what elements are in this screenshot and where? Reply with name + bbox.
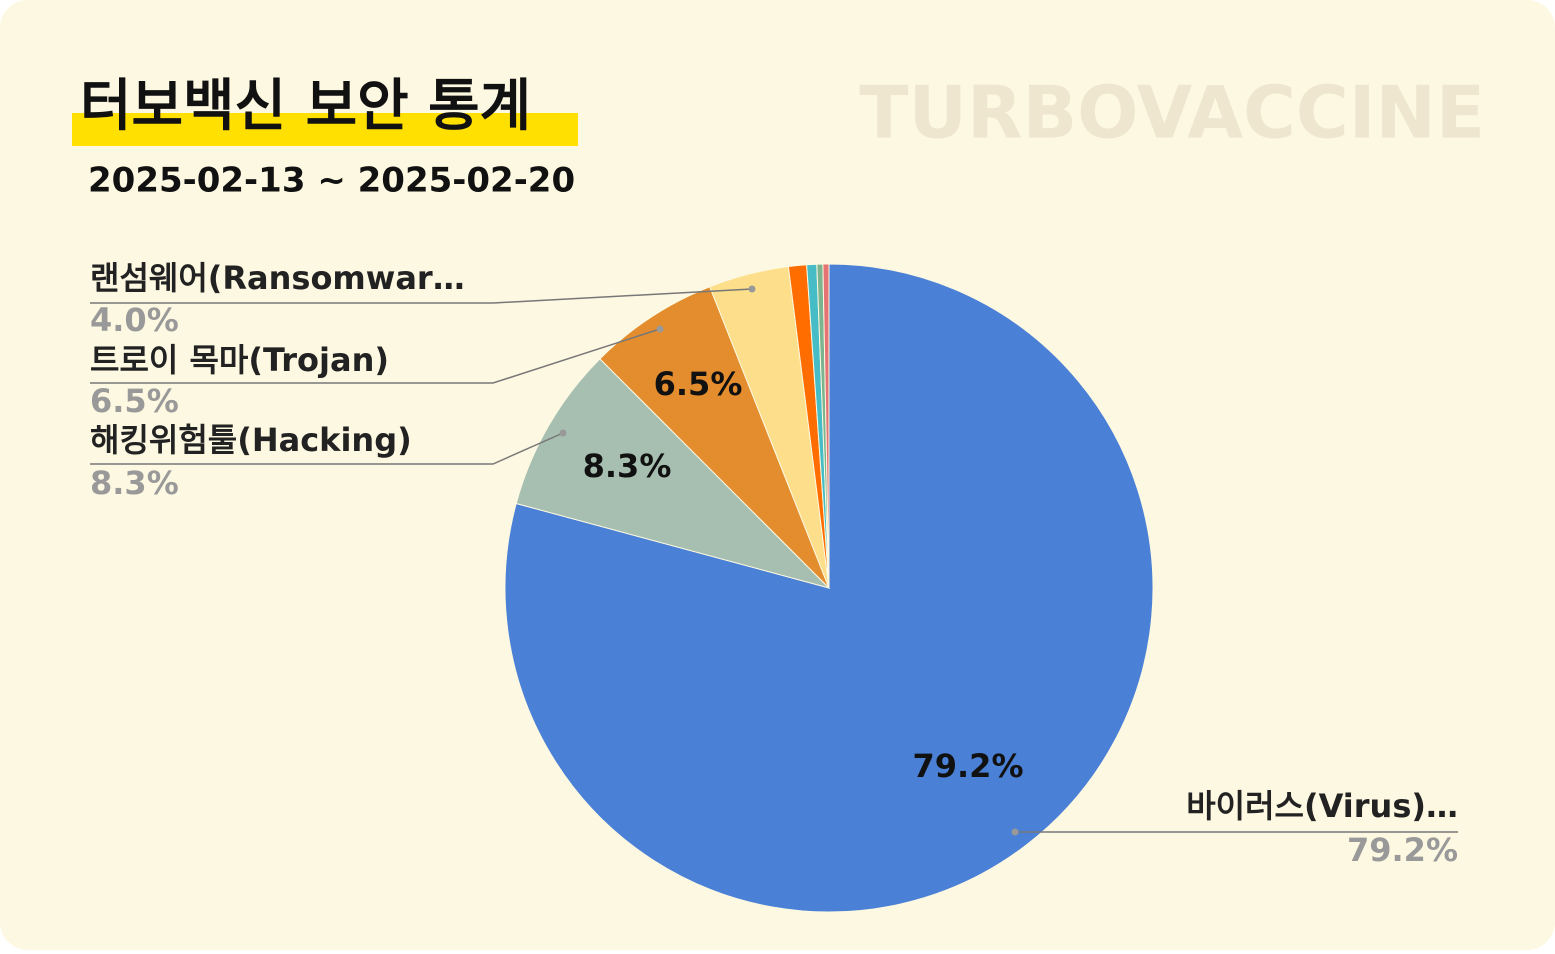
leader-line bbox=[90, 288, 753, 304]
callout-name: 바이러스(Virus)… bbox=[1186, 787, 1458, 825]
chart-subtitle: 2025-02-13 ~ 2025-02-20 bbox=[88, 161, 575, 201]
slice-label: 6.5% bbox=[654, 365, 743, 403]
pie-slice bbox=[822, 263, 830, 589]
callout-value: 4.0% bbox=[90, 301, 179, 339]
pie bbox=[504, 263, 1154, 913]
callout-name: 트로이 목마(Trojan) bbox=[90, 341, 389, 379]
leader-dot bbox=[748, 285, 756, 293]
leader-dot bbox=[656, 325, 664, 333]
callout-name: 랜섬웨어(Ransomwar… bbox=[90, 259, 465, 297]
pie-slice bbox=[599, 286, 830, 589]
slice-label: 79.2% bbox=[912, 747, 1023, 785]
chart-title: 터보백신 보안 통계 bbox=[80, 74, 531, 139]
callout-value: 8.3% bbox=[90, 464, 179, 502]
labels: 79.2% 8.3% 6.5% 바이러스(Virus)… 79.2% 해킹위험툴(Hack… bbox=[90, 259, 1458, 869]
leader-dot bbox=[1011, 828, 1019, 836]
leader-line bbox=[90, 328, 661, 384]
callout-value: 79.2% bbox=[1347, 831, 1458, 869]
callout-name: 해킹위험툴(Hacking) bbox=[90, 421, 412, 459]
leader-line bbox=[90, 432, 564, 465]
watermark: TURBOVACCINE bbox=[859, 71, 1485, 155]
pie-slice bbox=[515, 358, 831, 589]
title-highlight bbox=[72, 113, 578, 146]
callout-value: 6.5% bbox=[90, 382, 179, 420]
slice-label: 8.3% bbox=[583, 447, 672, 485]
leader-dot bbox=[559, 429, 567, 437]
